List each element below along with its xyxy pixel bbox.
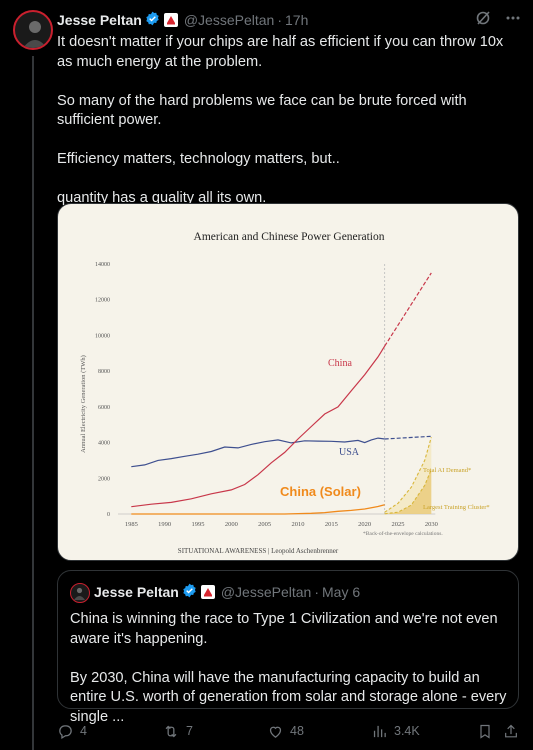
x-tick-label: 1990	[158, 521, 171, 528]
china-solar-line	[131, 504, 385, 515]
solar-label: China (Solar)	[280, 484, 361, 499]
chart-footnote: *Back-of-the-envelope calculations.	[363, 530, 443, 537]
x-tick-label: 2015	[325, 521, 338, 528]
y-tick-label: 8000	[98, 369, 110, 375]
x-tick-label: 1985	[125, 521, 138, 528]
usa-line	[131, 437, 385, 468]
x-tick-label: 2005	[258, 521, 271, 528]
y-axis-label: Annual Electricity Generation (TWh)	[80, 355, 87, 453]
china-projection-line	[384, 272, 432, 347]
tweet-text: It doesn't matter if your chips are half…	[57, 34, 504, 206]
reply-button[interactable]: 4	[57, 720, 87, 742]
bookmark-icon	[480, 724, 490, 739]
y-tick-label: 6000	[98, 405, 110, 411]
author-handle[interactable]: @JessePeltan	[183, 12, 275, 28]
repost-count: 7	[186, 724, 193, 738]
china-label: China	[328, 358, 352, 369]
verified-badge-icon	[145, 11, 160, 29]
usa-label: USA	[339, 447, 360, 458]
author-name[interactable]: Jesse Peltan	[57, 12, 142, 28]
quote-author-name: Jesse Peltan	[94, 584, 179, 600]
thread-line	[32, 56, 34, 750]
quote-header: Jesse Peltan @JessePeltan · May 6	[94, 583, 360, 601]
x-tick-label: 2000	[225, 521, 238, 528]
dot-separator: ·	[277, 12, 282, 28]
repost-button[interactable]: 7	[162, 720, 193, 742]
tweet-media-chart[interactable]: American and Chinese Power Generation An…	[57, 203, 519, 561]
quote-text: China is winning the race to Type 1 Civi…	[70, 611, 507, 725]
dot-separator: ·	[314, 584, 319, 600]
power-generation-chart: American and Chinese Power Generation An…	[80, 231, 490, 555]
chart-source: SITUATIONAL AWARENESS | Leopold Aschenbr…	[178, 547, 339, 555]
ai-demand-line	[384, 437, 432, 513]
tweet-time[interactable]: 17h	[285, 12, 309, 28]
affiliation-badge-icon	[200, 585, 215, 599]
x-tick-label: 2025	[392, 521, 405, 528]
share-icon	[505, 724, 517, 737]
quoted-tweet[interactable]: Jesse Peltan @JessePeltan · May 6 China …	[57, 570, 519, 725]
cluster-label: Largest Training Cluster*	[423, 504, 490, 511]
grok-icon[interactable]	[475, 10, 491, 29]
quote-author-handle: @JessePeltan	[220, 584, 312, 600]
x-tick-label: 2010	[292, 521, 305, 528]
verified-badge-icon	[182, 583, 197, 601]
y-tick-label: 14000	[95, 262, 110, 268]
reply-count: 4	[80, 724, 87, 738]
y-tick-label: 0	[107, 512, 110, 518]
views-icon	[373, 725, 386, 737]
author-avatar[interactable]	[13, 10, 53, 50]
reply-icon	[59, 724, 72, 739]
quote-time: May 6	[322, 584, 361, 600]
affiliation-badge-icon[interactable]	[163, 13, 178, 27]
y-tick-label: 2000	[98, 476, 110, 482]
repost-icon	[165, 725, 177, 737]
y-tick-label: 4000	[98, 441, 110, 447]
share-button[interactable]	[503, 720, 519, 742]
heart-icon	[269, 726, 282, 738]
views-button[interactable]: 3.4K	[371, 720, 420, 742]
x-tick-label: 2020	[358, 521, 371, 528]
view-count: 3.4K	[394, 724, 420, 738]
more-options-icon[interactable]	[505, 10, 521, 29]
bookmark-button[interactable]	[477, 720, 493, 742]
y-tick-label: 12000	[95, 298, 110, 304]
quote-author-avatar[interactable]	[70, 583, 90, 603]
usa-projection-line	[384, 435, 432, 440]
chart-title: American and Chinese Power Generation	[194, 231, 385, 243]
like-button[interactable]: 48	[267, 720, 304, 742]
ai-demand-label: Total AI Demand*	[423, 467, 471, 474]
tweet-header: Jesse Peltan @JessePeltan · 17h	[57, 10, 527, 30]
like-count: 48	[290, 724, 304, 738]
cluster-area	[384, 469, 432, 514]
tweet-actions: 4 7 48 3.4K	[57, 720, 519, 742]
china-line	[131, 345, 386, 508]
y-tick-label: 10000	[95, 333, 110, 339]
x-tick-label: 2030	[425, 521, 438, 528]
x-tick-label: 1995	[192, 521, 205, 528]
